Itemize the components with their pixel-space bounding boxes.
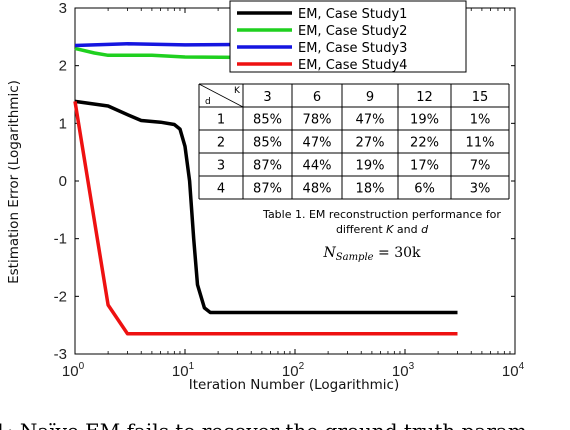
y-tick-label: -3 bbox=[54, 346, 67, 363]
table-grid bbox=[198, 83, 510, 200]
legend-label: EM, Case Study1 bbox=[298, 7, 407, 22]
table-caption-line2: different K and d bbox=[336, 223, 429, 236]
table-caption-line1: Table 1. EM reconstruction performance f… bbox=[262, 208, 501, 221]
x-tick-label: 103 bbox=[392, 361, 415, 380]
table-cell: 78% bbox=[303, 113, 332, 128]
y-tick-label: -2 bbox=[54, 288, 67, 305]
y-tick-label: 0 bbox=[59, 173, 67, 190]
x-tick-label: 100 bbox=[62, 361, 85, 380]
table-row-header: 2 bbox=[217, 136, 225, 151]
series-line-case-study4 bbox=[73, 101, 458, 336]
table-cell: 87% bbox=[253, 182, 282, 197]
table-row-header: 4 bbox=[217, 182, 225, 197]
table-cell: 85% bbox=[253, 136, 282, 151]
table-cell: 19% bbox=[410, 113, 439, 128]
table-corner-d: d bbox=[205, 97, 211, 107]
table-cell: 27% bbox=[356, 136, 385, 151]
y-tick-label: -1 bbox=[54, 231, 67, 248]
y-tick-label: 1 bbox=[59, 115, 67, 132]
table-row-header: 3 bbox=[217, 159, 225, 174]
y-tick-label: 2 bbox=[59, 58, 67, 75]
table-cell: 85% bbox=[253, 113, 282, 128]
table-header-cell: 12 bbox=[416, 90, 433, 105]
table-background bbox=[197, 84, 511, 197]
table-cell: 11% bbox=[466, 136, 495, 151]
table-cell: 7% bbox=[470, 159, 491, 174]
performance-table: dK 3 6 9 12 151 85% 78% 47% 19% 1%2 85% 47% 27% 22% 11%… bbox=[197, 83, 511, 263]
table-cell: 1% bbox=[470, 113, 491, 128]
table-cell: 47% bbox=[356, 113, 385, 128]
legend-label: EM, Case Study2 bbox=[298, 24, 407, 39]
table-cell: 22% bbox=[410, 136, 439, 151]
x-tick-label: 104 bbox=[502, 361, 525, 380]
x-tick-label: 101 bbox=[172, 361, 195, 380]
legend-label: EM, Case Study3 bbox=[298, 41, 407, 56]
figure-caption: 1: Naïve EM fails to recover the ground … bbox=[0, 419, 527, 430]
nsample-label: NSample = 30k bbox=[323, 245, 422, 263]
table-corner-diagonal bbox=[198, 83, 244, 108]
table-cell: 87% bbox=[253, 159, 282, 174]
legend: EM, Case Study1 EM, Case Study2 EM, Case S… bbox=[229, 0, 467, 73]
table-cell: 44% bbox=[303, 159, 332, 174]
table-cell: 19% bbox=[356, 159, 385, 174]
x-axis-label: Iteration Number (Logarithmic) bbox=[189, 377, 399, 393]
table-cell: 47% bbox=[303, 136, 332, 151]
x-axis: 100 101 102 103 104 bbox=[62, 8, 525, 380]
table-corner-k: K bbox=[234, 86, 241, 96]
table-header-cell: 3 bbox=[263, 90, 271, 105]
table-cell: 48% bbox=[303, 182, 332, 197]
table-header-cell: 15 bbox=[472, 90, 489, 105]
table-cell: 3% bbox=[470, 182, 491, 197]
table-cell: 6% bbox=[414, 182, 435, 197]
table-header-cell: 6 bbox=[313, 90, 321, 105]
series-line-case-study1 bbox=[74, 99, 458, 315]
y-axis-label: Estimation Error (Logarithmic) bbox=[6, 80, 22, 284]
table-row-header: 1 bbox=[217, 113, 225, 128]
table-cell: 18% bbox=[356, 182, 385, 197]
legend-label: EM, Case Study4 bbox=[298, 58, 407, 73]
y-axis: 3 2 1 0 -1 -2 -3 bbox=[54, 0, 515, 363]
x-tick-label: 102 bbox=[282, 361, 305, 380]
table-cell: 17% bbox=[410, 159, 439, 174]
y-tick-label: 3 bbox=[59, 0, 67, 17]
table-header-cell: 9 bbox=[366, 90, 374, 105]
